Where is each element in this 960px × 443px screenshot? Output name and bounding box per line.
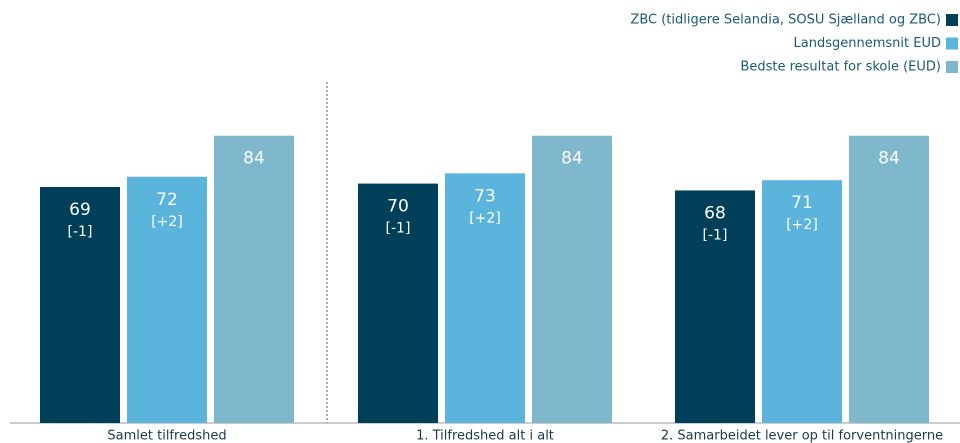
- legend-label: ZBC (tidligere Selandia, SOSU Sjælland o…: [630, 13, 941, 28]
- legend-label: Landsgennemsnit EUD: [794, 36, 941, 51]
- legend-swatch: [946, 37, 958, 50]
- bar: [849, 135, 929, 423]
- value-label: 71: [791, 193, 813, 213]
- bar: [127, 176, 207, 423]
- bar: [358, 183, 438, 423]
- bar: [40, 187, 120, 423]
- value-label: 69: [69, 200, 91, 220]
- change-label: [+2]: [786, 217, 818, 233]
- x-tick-label: Samlet tilfredshed: [107, 429, 226, 443]
- change-label: [-1]: [703, 227, 728, 243]
- bar: [675, 190, 755, 423]
- legend-label: Bedste resultat for skole (EUD): [740, 60, 941, 75]
- legend-swatch: [946, 61, 958, 73]
- change-label: [+2]: [469, 210, 501, 226]
- bar: [445, 173, 525, 423]
- change-label: [-1]: [386, 221, 411, 237]
- bar: [532, 135, 612, 423]
- value-label: 70: [387, 197, 409, 217]
- change-label: [-1]: [68, 224, 93, 240]
- x-tick-label: 2. Samarbeidet lever op til forventninge…: [661, 429, 943, 443]
- value-label: 68: [704, 203, 726, 223]
- x-tick-label: 1. Tilfredshed alt i alt: [416, 429, 554, 443]
- value-label: 84: [561, 149, 583, 169]
- change-label: [+2]: [151, 214, 183, 230]
- value-label: 72: [156, 190, 178, 210]
- value-label: 84: [878, 149, 900, 169]
- value-label: 73: [474, 186, 496, 206]
- bar: [214, 135, 294, 423]
- value-label: 84: [243, 149, 265, 169]
- legend-swatch: [946, 14, 958, 26]
- bar: [762, 180, 842, 423]
